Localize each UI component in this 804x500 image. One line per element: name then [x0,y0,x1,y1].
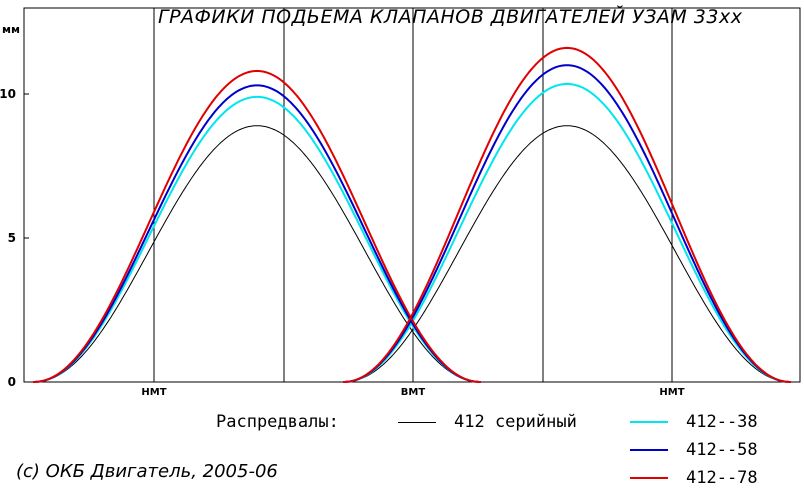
legend-item-58: 412--58 [630,440,758,460]
plot-frame [23,7,801,383]
legend-swatch-38 [630,421,668,423]
legend-item-78: 412--78 [630,468,758,488]
legend-title: Распредвалы: [216,412,339,432]
legend-label-78: 412--78 [686,468,758,488]
series-3-intake-curve [33,70,481,383]
legend-swatch-78 [630,477,668,479]
y-tick-label-10: 10 [0,87,16,101]
x-marker-label-0: НМТ [141,387,166,398]
series-2-intake-curve [33,84,481,383]
x-marker-label-2: НМТ [659,387,684,398]
series-2-exhaust-curve [343,64,791,383]
series-1-exhaust-curve [343,82,791,383]
legend-swatch-58 [630,449,668,451]
chart-title: ГРАФИКИ ПОДЬЕМА КЛАПАНОВ ДВИГАТЕЛЕЙ УЗАМ… [158,6,743,28]
y-axis-unit: мм [2,23,20,36]
legend-item-38: 412--38 [630,412,758,432]
y-tick-label-5: 5 [8,231,16,245]
series-1-intake-curve [33,95,481,383]
y-tick-label-0: 0 [8,375,16,389]
credit-text: (c) ОКБ Двигатель, 2005-06 [16,461,278,482]
series-0-intake-curve [33,125,481,383]
series-3-exhaust-curve [343,46,791,383]
legend-label-58: 412--58 [686,440,758,460]
legend-label-serial: 412 серийный [454,412,577,432]
legend-item-serial: 412 серийный [398,412,577,432]
legend-swatch-serial [398,421,436,423]
legend-label-38: 412--38 [686,412,758,432]
x-marker-label-1: ВМТ [401,387,426,398]
series-0-exhaust-curve [343,125,791,383]
